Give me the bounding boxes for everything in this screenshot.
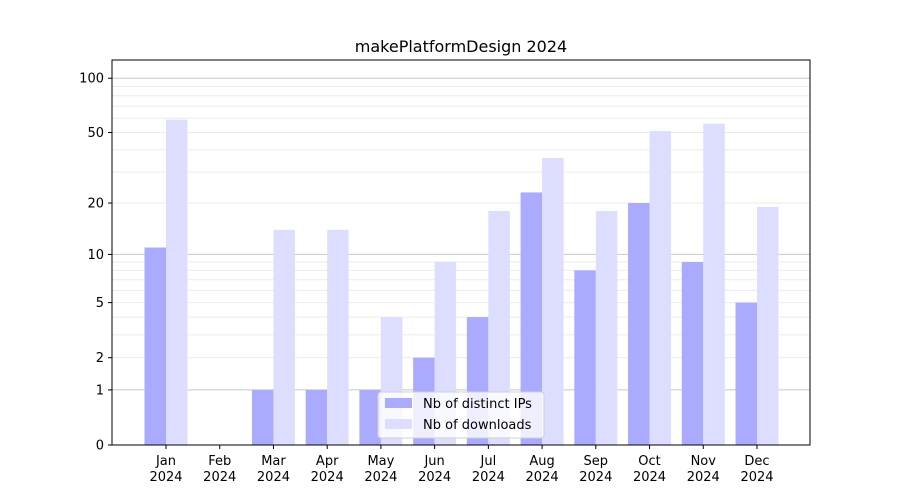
bar-downloads	[166, 119, 188, 446]
bar-ips	[628, 203, 650, 445]
bar-ips	[144, 247, 166, 445]
x-tick-label-line: 2024	[472, 470, 505, 485]
x-tick-label: Jan 2024	[149, 454, 182, 485]
bar-ips	[735, 302, 757, 445]
x-tick-label-line: Jun	[423, 454, 444, 469]
x-tick-label-line: 2024	[579, 470, 612, 485]
x-tick-label-line: 2024	[149, 470, 182, 485]
x-tick-label: Aug 2024	[526, 454, 559, 485]
bar-ips	[305, 389, 328, 445]
x-tick-label-line: 2024	[311, 470, 344, 485]
bar-downloads	[273, 229, 295, 445]
x-tick-label: Nov 2024	[687, 454, 720, 485]
x-tick-label: Apr 2024	[311, 454, 344, 485]
bar-downloads	[757, 206, 779, 445]
x-tick-label-line: Sep	[584, 454, 609, 469]
legend-swatch	[385, 419, 412, 429]
x-tick-label-line: Feb	[208, 454, 231, 469]
bar-downloads	[703, 123, 725, 445]
bar-ips	[251, 389, 274, 445]
bar-downloads	[542, 158, 564, 445]
bar-downloads	[327, 229, 349, 445]
bars	[144, 119, 779, 446]
axes-frame	[111, 59, 811, 446]
bar-downloads	[488, 210, 510, 445]
bar-ips	[681, 261, 704, 445]
x-tick-label: May 2024	[364, 454, 397, 485]
x-tick-label-line: 2024	[257, 470, 290, 485]
y-tick-label: 1	[96, 383, 104, 398]
y-tick-label: 0	[96, 439, 104, 454]
y-tick-label: 2	[96, 351, 104, 366]
x-tick-label-line: Oct	[638, 454, 660, 469]
x-tick-label-line: 2024	[633, 470, 666, 485]
x-tick-label-line: Apr	[316, 454, 339, 469]
x-tick-label: Sep 2024	[579, 454, 612, 485]
chart-title: makePlatformDesign 2024	[355, 37, 567, 56]
x-tick-label-line: 2024	[418, 470, 451, 485]
y-tick-label: 5	[96, 296, 104, 311]
legend: Nb of distinct IPs Nb of downloads	[377, 391, 545, 439]
x-tick-label-line: 2024	[687, 470, 720, 485]
legend-box	[377, 391, 545, 439]
y-tick-label: 100	[79, 72, 104, 87]
y-tick-label: 50	[87, 126, 104, 141]
bar-downloads	[649, 130, 672, 445]
x-tick-label: Feb 2024	[203, 454, 236, 485]
x-tick-label: Mar 2024	[257, 454, 290, 485]
bar-ips	[359, 389, 381, 445]
x-tick-label: Oct 2024	[633, 454, 666, 485]
x-tick-label-line: Nov	[691, 454, 717, 469]
bar-ips	[520, 192, 543, 445]
gridlines	[112, 77, 810, 391]
legend-swatch	[385, 398, 412, 408]
x-tick-label-line: Aug	[529, 454, 554, 469]
x-tick-label-line: 2024	[203, 470, 236, 485]
x-tick-label-line: Jan	[155, 454, 176, 469]
x-tick-label-line: Dec	[744, 454, 769, 469]
x-tick-label-line: Mar	[261, 454, 286, 469]
x-tick-label: Jun 2024	[418, 454, 451, 485]
bar-downloads	[595, 210, 618, 445]
x-tick-label-line: 2024	[740, 470, 773, 485]
legend-label: Nb of downloads	[423, 418, 532, 433]
y-tick-label: 10	[87, 248, 104, 263]
x-tick-label-line: Jul	[480, 454, 497, 469]
x-tick-label-line: May	[367, 454, 394, 469]
x-tick-label-line: 2024	[364, 470, 397, 485]
x-tick-label: Dec 2024	[740, 454, 773, 485]
legend-label: Nb of distinct IPs	[423, 397, 532, 412]
y-tick-label: 20	[87, 197, 104, 212]
x-tick-label: Jul 2024	[472, 454, 505, 485]
x-tick-label-line: 2024	[526, 470, 559, 485]
bar-ips	[574, 270, 596, 445]
